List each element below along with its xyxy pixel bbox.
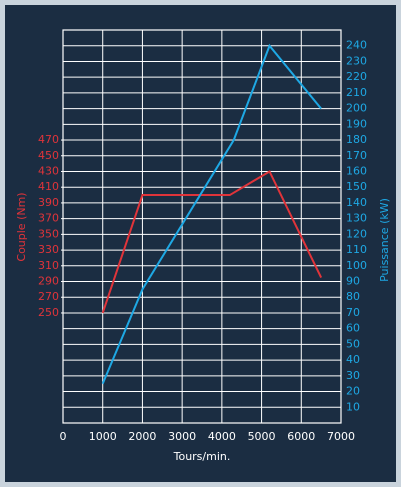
x-tick-label: 3000: [168, 430, 196, 443]
y-tick-label: 330: [38, 243, 59, 256]
y2-tick-label: 120: [346, 227, 367, 240]
y2-axis-label: Puissance (kW): [378, 198, 391, 282]
y2-tick-label: 20: [346, 385, 360, 398]
x-tick-label: 6000: [287, 430, 315, 443]
y2-tick-label: 10: [346, 400, 360, 413]
y-tick-label: 250: [38, 306, 59, 319]
y2-tick-label: 150: [346, 180, 367, 193]
y2-tick-label: 50: [346, 337, 360, 350]
x-axis-label: Tours/min.: [173, 450, 231, 463]
y-tick-label: 350: [38, 227, 59, 240]
series-line: [101, 43, 322, 385]
x-tick-label: 4000: [208, 430, 236, 443]
y-tick-label: 410: [38, 180, 59, 193]
y-tick-label: 370: [38, 212, 59, 225]
y-tick-label: 290: [38, 275, 59, 288]
y2-tick-label: 160: [346, 164, 367, 177]
y2-tick-label: 80: [346, 290, 360, 303]
y2-tick-label: 30: [346, 369, 360, 382]
y2-tick-label: 210: [346, 86, 367, 99]
x-tick-label: 2000: [128, 430, 156, 443]
y-tick-label: 270: [38, 290, 59, 303]
y-tick-label: 470: [38, 133, 59, 146]
y2-tick-label: 100: [346, 259, 367, 272]
y-tick-label: 430: [38, 164, 59, 177]
y-tick-label: 310: [38, 259, 59, 272]
x-tick-label: 7000: [327, 430, 355, 443]
y2-tick-label: 220: [346, 70, 367, 83]
y-tick-label: 390: [38, 196, 59, 209]
y2-tick-label: 130: [346, 212, 367, 225]
y2-tick-label: 180: [346, 133, 367, 146]
x-tick-label: 0: [60, 430, 67, 443]
x-tick-label: 5000: [248, 430, 276, 443]
y2-tick-label: 70: [346, 306, 360, 319]
y2-tick-label: 240: [346, 39, 367, 52]
y2-tick-label: 200: [346, 102, 367, 115]
x-tick-label: 1000: [89, 430, 117, 443]
y2-tick-label: 90: [346, 275, 360, 288]
y2-tick-label: 40: [346, 353, 360, 366]
y-tick-label: 450: [38, 149, 59, 162]
y2-tick-label: 110: [346, 243, 367, 256]
panel: [5, 5, 396, 482]
y2-tick-label: 60: [346, 322, 360, 335]
series-line: [101, 170, 323, 314]
y2-tick-label: 230: [346, 54, 367, 67]
y2-tick-label: 190: [346, 117, 367, 130]
y-axis-label: Couple (Nm): [15, 192, 28, 261]
y2-tick-label: 140: [346, 196, 367, 209]
y2-tick-label: 170: [346, 149, 367, 162]
